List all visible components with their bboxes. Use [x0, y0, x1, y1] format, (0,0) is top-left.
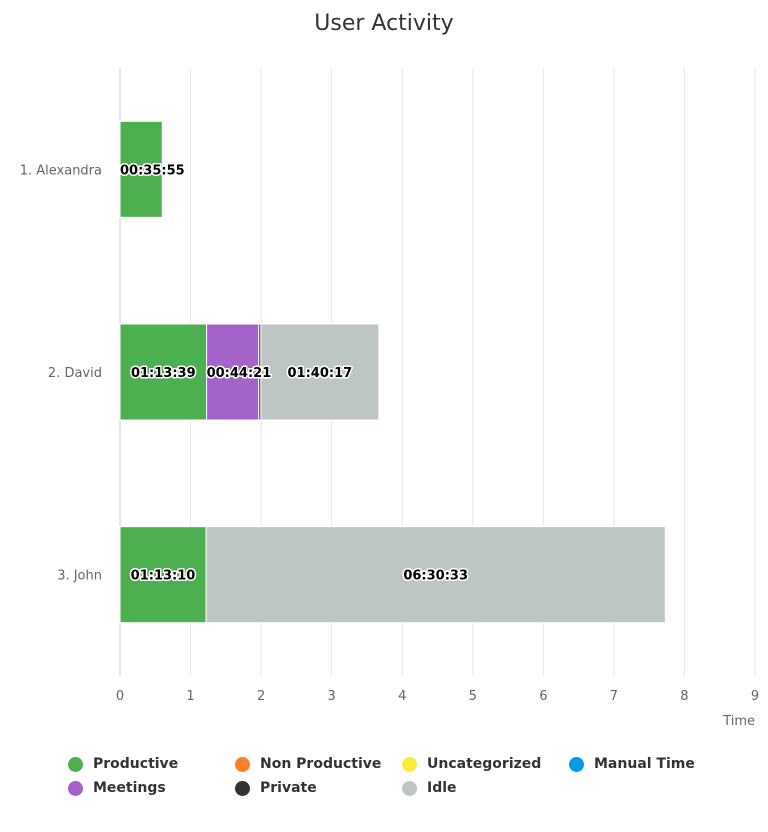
data-label: 00:44:21 [207, 366, 272, 381]
legend-item[interactable]: Meetings [68, 780, 166, 796]
category-labels: 1. Alexandra 2. David 3. John [20, 163, 102, 583]
legend-dot-icon [569, 756, 584, 772]
category-label: 2. David [48, 366, 102, 381]
legend-item[interactable]: Private [235, 780, 317, 796]
chart-title: User Activity [314, 11, 453, 36]
legend-label: Private [260, 780, 317, 796]
legend-item[interactable]: Productive [68, 756, 178, 772]
x-tick-label: 0 [116, 689, 124, 704]
data-label: 00:35:55 [120, 163, 185, 178]
legend-label: Meetings [93, 780, 166, 796]
x-tick-label: 6 [539, 689, 547, 704]
x-tick-label: 4 [398, 689, 406, 704]
x-tick-label: 8 [680, 689, 688, 704]
category-label: 1. Alexandra [20, 163, 102, 178]
data-labels: 00:35:55 01:13:39 00:44:21 01:40:17 01:13:10… [119, 162, 470, 585]
bar-segment[interactable] [119, 120, 163, 218]
legend-dot-icon [402, 780, 417, 796]
x-axis-title: Time [722, 714, 755, 729]
legend-label: Manual Time [594, 756, 695, 772]
bar-segment[interactable] [119, 323, 208, 421]
x-tick-label: 9 [751, 689, 759, 704]
legend-item[interactable]: Idle [402, 780, 457, 796]
chart-canvas: User Activity 1. Alexandra 2. David 3. Joh… [20, 11, 759, 729]
data-label: 01:40:17 [288, 366, 353, 381]
x-tick-label: 1 [186, 689, 194, 704]
bar-series [119, 120, 666, 624]
bar-segment[interactable] [260, 323, 380, 421]
x-tick-labels: 0 1 2 3 4 5 6 7 8 9 [116, 689, 759, 704]
legend-label: Non Productive [260, 756, 382, 772]
data-label: 01:13:39 [131, 366, 196, 381]
legend-label: Productive [93, 756, 179, 772]
legend-item[interactable]: Non Productive [235, 756, 381, 772]
legend-item[interactable]: Manual Time [569, 756, 695, 772]
x-tick-label: 5 [469, 689, 477, 704]
legend-dot-icon [235, 780, 250, 796]
data-label: 01:13:10 [131, 569, 196, 584]
legend-item[interactable]: Uncategorized [402, 756, 541, 772]
legend-label: Uncategorized [427, 756, 542, 772]
x-tick-label: 7 [610, 689, 618, 704]
category-label: 3. John [57, 569, 102, 584]
legend-dot-icon [68, 780, 83, 796]
bar-segment[interactable] [205, 526, 666, 624]
x-tick-label: 3 [328, 689, 336, 704]
x-tick-label: 2 [257, 689, 265, 704]
legend-dot-icon [402, 756, 417, 772]
legend-label: Idle [427, 780, 457, 796]
data-label: 06:30:33 [403, 569, 468, 584]
legend-dot-icon [235, 756, 250, 772]
legend-dot-icon [68, 756, 83, 772]
